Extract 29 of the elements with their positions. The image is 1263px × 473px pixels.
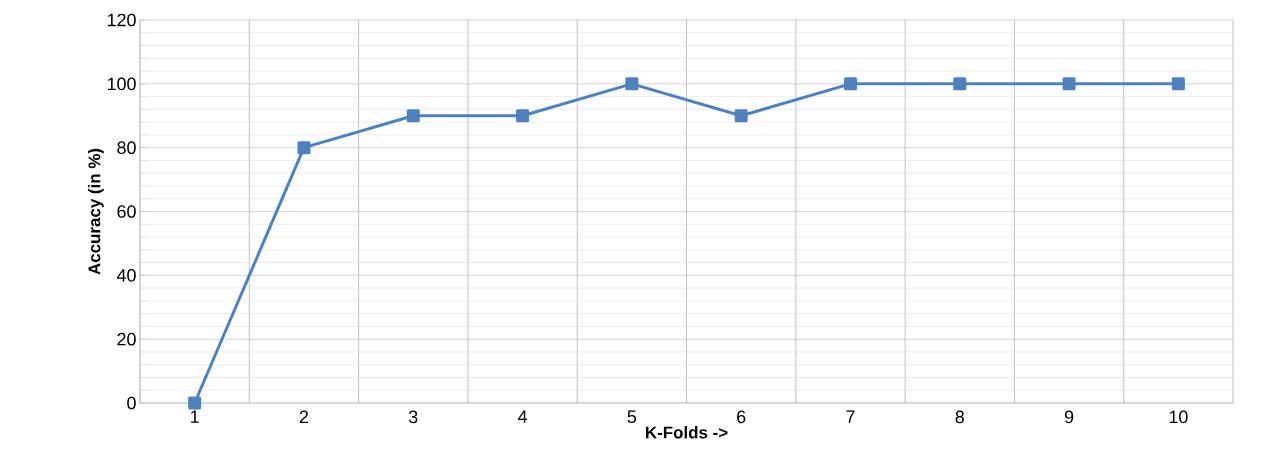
y-tick-label: 80: [117, 141, 136, 155]
point: [297, 141, 311, 155]
x-tick-label: 3: [408, 410, 418, 424]
point: [188, 396, 202, 410]
x-tick-label: 8: [955, 410, 964, 424]
x-tick-label: 9: [1064, 410, 1074, 424]
x-tick-label: 10: [1169, 410, 1188, 424]
point: [734, 109, 748, 123]
y-axis-title: Accuracy (in %): [87, 148, 104, 275]
point: [625, 77, 639, 91]
y-tick-label: 40: [116, 268, 136, 282]
y-tick-label: 60: [117, 205, 136, 218]
point: [843, 77, 857, 91]
point: [1171, 77, 1185, 91]
point: [1062, 77, 1076, 91]
y-tick-label: 100: [107, 77, 136, 91]
x-tick-label: 4: [517, 410, 528, 423]
x-tick-label: 5: [627, 410, 637, 424]
point: [953, 77, 967, 91]
x-tick-label: 2: [299, 410, 309, 424]
x-tick-label: 7: [846, 410, 855, 423]
x-axis-title: K-Folds ->: [646, 426, 728, 439]
x-tick-label: 1: [191, 410, 199, 423]
point: [516, 109, 530, 123]
y-tick-label: 0: [127, 396, 136, 410]
point: [406, 109, 420, 123]
x-tick-label: 6: [737, 410, 746, 424]
y-tick-label: 120: [107, 13, 136, 27]
y-tick-label: 20: [117, 332, 136, 346]
